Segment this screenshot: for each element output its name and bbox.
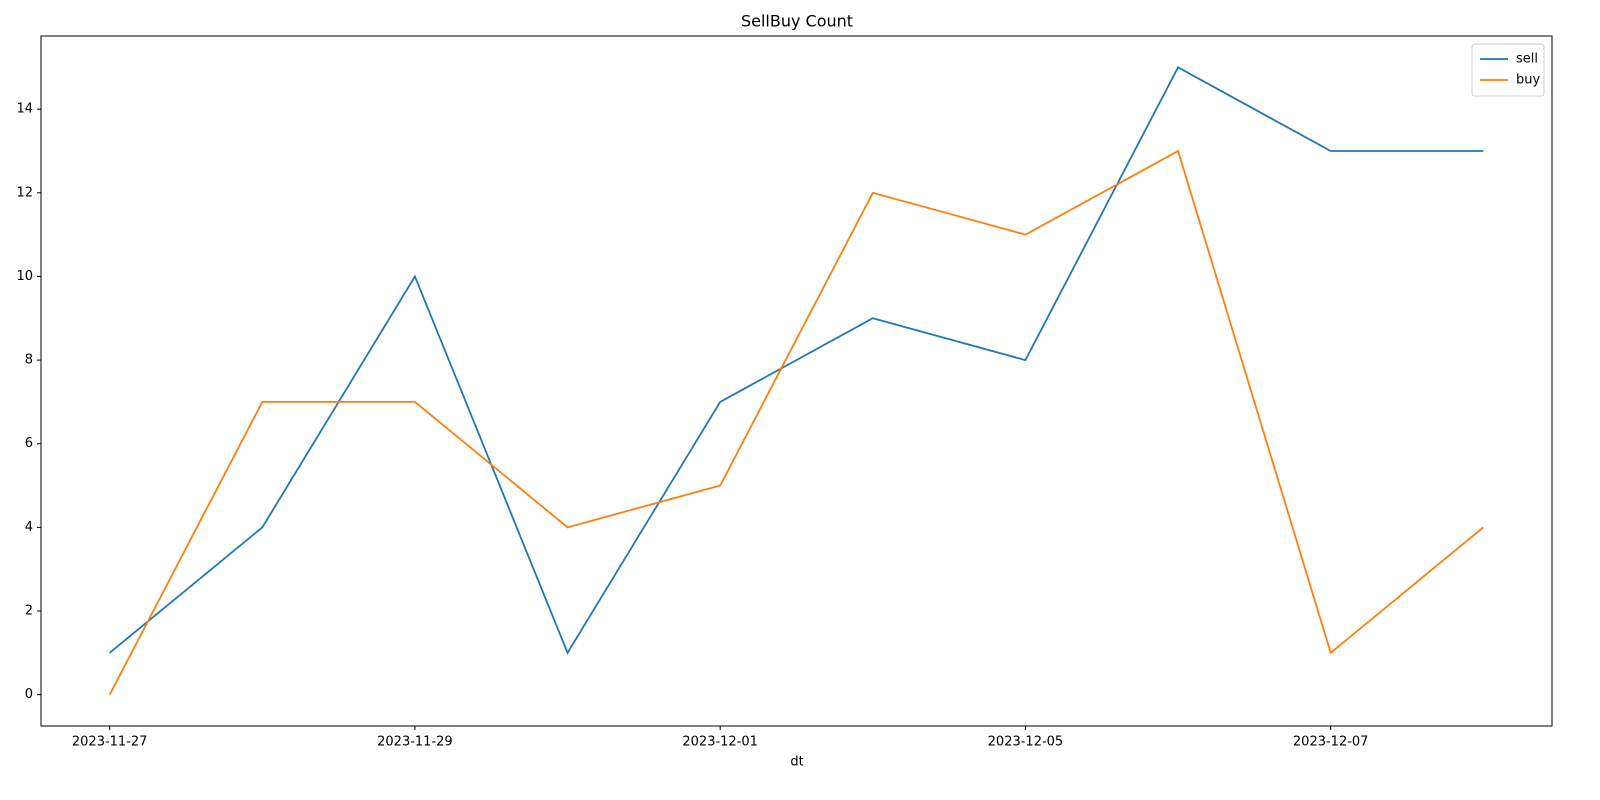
y-tick-label: 2	[25, 604, 33, 619]
y-tick-label: 0	[25, 687, 33, 702]
y-tick-label: 6	[25, 436, 33, 451]
legend-label: sell	[1516, 52, 1538, 67]
legend: sell buy	[1471, 43, 1545, 97]
y-tick-label: 4	[25, 520, 33, 535]
series-line	[108, 149, 1484, 696]
x-tick-label: 2023-11-29	[377, 735, 453, 750]
y-tick-label: 10	[16, 269, 33, 284]
x-tick-label: 2023-12-01	[682, 735, 758, 750]
plot-frame	[40, 35, 1553, 727]
legend-label: buy	[1516, 73, 1540, 88]
chart-title: SellBuy Count	[741, 12, 853, 31]
y-tick-label: 14	[16, 102, 33, 117]
x-tick-label: 2023-12-07	[1293, 735, 1369, 750]
x-tick-label: 2023-11-27	[72, 735, 148, 750]
x-axis-label: dt	[790, 755, 803, 770]
y-tick-label: 8	[25, 353, 33, 368]
series-line	[109, 66, 1484, 655]
y-tick-label: 12	[16, 185, 33, 200]
legend-box	[1471, 43, 1545, 97]
x-tick-label: 2023-12-05	[988, 735, 1064, 750]
